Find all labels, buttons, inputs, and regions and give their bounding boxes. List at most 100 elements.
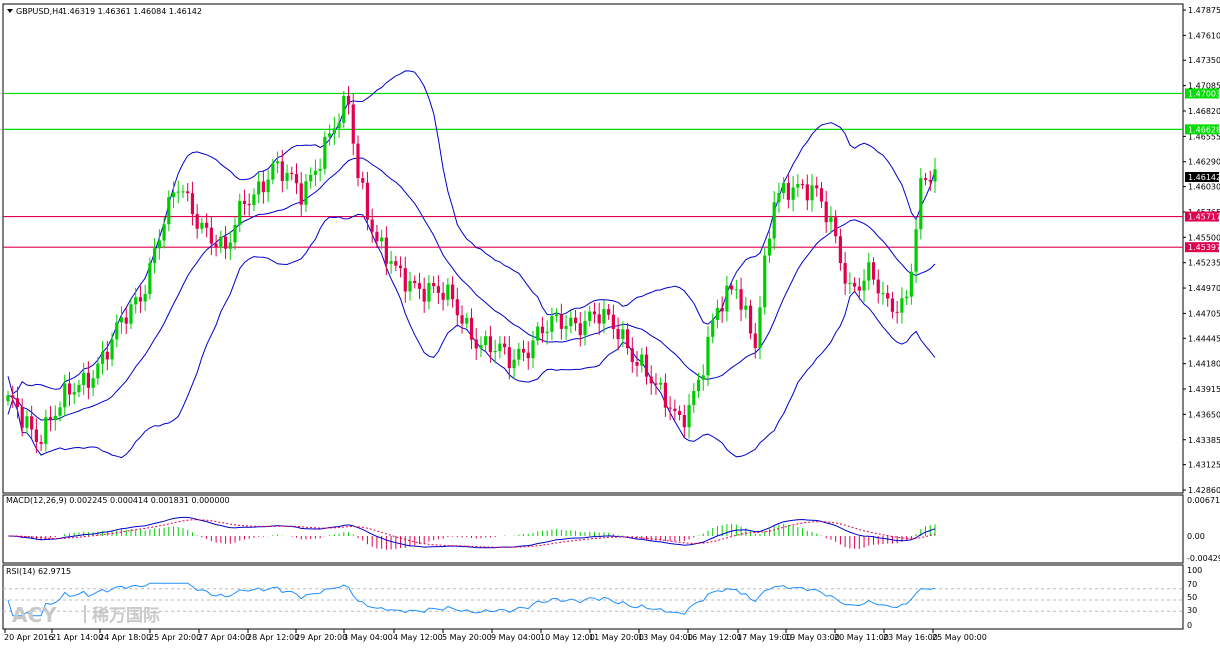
candle-bear <box>616 328 620 340</box>
time-axis-label: 25 Apr 20:00 <box>149 633 201 642</box>
candle-bull <box>176 191 180 193</box>
candle-bull <box>238 200 242 225</box>
level-tag-label: 1.45397 <box>1188 243 1220 252</box>
candle-bear <box>815 185 819 189</box>
candle-bear <box>876 279 880 294</box>
candle-bull <box>602 309 606 324</box>
macd-panel[interactable] <box>2 494 1184 564</box>
price-axis-label: 1.43915 <box>1188 385 1220 394</box>
candle-bear <box>67 383 72 395</box>
candle-bull <box>758 307 762 348</box>
time-axis-label: 16 May 12:00 <box>687 633 742 642</box>
candle-bull <box>53 415 57 421</box>
candle-bull <box>791 187 795 200</box>
candle-bull <box>767 238 772 256</box>
price-axis-label: 1.47875 <box>1188 6 1220 15</box>
candle-bear <box>138 297 143 302</box>
candle-bear <box>739 289 743 310</box>
candle-bear <box>597 314 601 324</box>
main-price-panel[interactable] <box>2 3 1184 494</box>
candle-bull <box>44 417 48 444</box>
candle-bear <box>559 314 563 329</box>
candle-bull <box>72 392 76 395</box>
price-axis-label: 1.47350 <box>1188 56 1220 65</box>
time-axis-label: 28 Apr 12:00 <box>247 633 299 642</box>
candle-bear <box>346 96 351 105</box>
rsi-panel[interactable] <box>2 564 1184 630</box>
candle-bull <box>63 383 67 408</box>
current-price-tag <box>1185 172 1219 182</box>
time-axis-label: 27 Apr 04:00 <box>198 633 250 642</box>
watermark-chinese: 稀万国际 <box>92 605 160 626</box>
time-axis-label: 20 Apr 2016 <box>4 633 53 642</box>
price-axis-label: 1.47610 <box>1188 31 1220 40</box>
candle-bull <box>512 359 516 369</box>
candle-bull <box>583 320 587 336</box>
horizontal-levels: 1.47003 1.46628 1.45717 1.45397 <box>3 88 1220 253</box>
candle-bear <box>503 343 507 348</box>
candle-bear <box>432 283 436 287</box>
candle-bull <box>328 133 332 137</box>
candle-bear <box>15 398 20 407</box>
candle-bull <box>796 184 800 188</box>
candle-bear <box>654 383 658 385</box>
candle-bear <box>214 243 218 248</box>
candle-bull <box>200 222 204 229</box>
candle-bull <box>725 285 729 312</box>
candle-bear <box>720 307 724 312</box>
macd-axis-bottom: -0.004296 <box>1187 554 1220 563</box>
time-axis-label: 23 May 16:00 <box>883 633 938 642</box>
candle-bear <box>895 311 899 313</box>
candle-bull <box>100 351 105 364</box>
candle-bull <box>569 317 573 327</box>
candle-bear <box>886 293 890 299</box>
candle-bear <box>786 183 790 200</box>
candle-bull <box>493 350 497 353</box>
candle-bear <box>644 354 649 377</box>
candle-bull <box>252 194 256 206</box>
candle-bear <box>280 161 284 181</box>
candle-bull <box>408 280 412 292</box>
current-price-label: 1.46142 <box>1188 173 1220 182</box>
candle-bear <box>186 191 190 194</box>
candle-bear <box>843 263 847 284</box>
time-axis-label: 11 May 20:00 <box>589 633 644 642</box>
candle-bull <box>905 296 909 299</box>
level-tag-label: 1.45717 <box>1188 213 1220 222</box>
candle-bull <box>782 183 786 194</box>
candle-bull <box>829 217 833 223</box>
candle-bear <box>261 181 265 193</box>
price-axis-label: 1.46290 <box>1188 158 1220 167</box>
rsi-axis-0: 0 <box>1187 621 1192 630</box>
candle-bear <box>361 178 365 183</box>
candle-bull <box>715 307 720 321</box>
macd-axis-zero: 0.00 <box>1187 532 1205 541</box>
candle-bear <box>635 362 639 366</box>
candle-bear <box>290 172 294 175</box>
candle-bear <box>540 326 545 334</box>
price-axis-label: 1.45235 <box>1188 259 1220 268</box>
candle-bull <box>498 343 502 351</box>
macd-indicator <box>7 516 936 550</box>
candle-bull <box>659 382 663 385</box>
macd-line <box>7 516 936 549</box>
price-axis-label: 1.43125 <box>1188 461 1220 470</box>
candle-bull <box>309 174 313 182</box>
candle-bull <box>564 326 568 329</box>
candle-bear <box>507 347 511 369</box>
macd-axis-top: 0.006713 <box>1187 496 1220 505</box>
dropdown-triangle-icon[interactable] <box>7 9 13 13</box>
level-tag-label: 1.47003 <box>1188 89 1220 98</box>
candle-bear <box>526 352 530 359</box>
candle-bear <box>30 416 34 430</box>
candle-bull <box>167 197 171 225</box>
candle-bear <box>871 262 876 280</box>
candle-bear <box>195 214 199 229</box>
candle-bear <box>247 203 251 206</box>
candle-bull <box>323 136 327 169</box>
candle-bear <box>460 315 464 324</box>
candle-bull <box>25 416 29 428</box>
candle-bull <box>58 407 62 416</box>
candle-bull <box>119 317 124 323</box>
